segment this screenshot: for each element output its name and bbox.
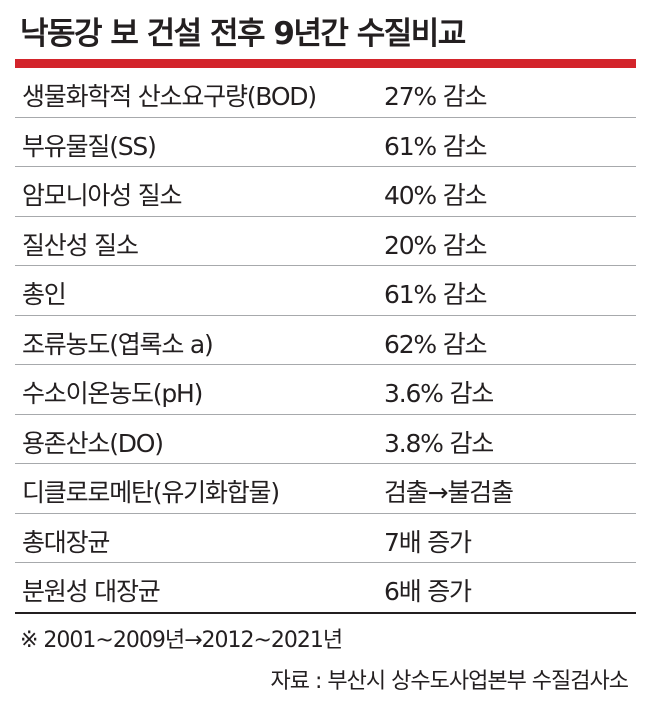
table-row: 총대장균 7배 증가 (15, 514, 636, 563)
table-row: 수소이온농도(pH) 3.6% 감소 (15, 365, 636, 415)
table-row: 총인 61% 감소 (15, 266, 636, 316)
item-cell: 생물화학적 산소요구량(BOD) (22, 82, 317, 111)
change-cell: 27% 감소 (384, 82, 488, 111)
item-cell: 총인 (22, 280, 67, 309)
title-rule (15, 59, 636, 68)
item-cell: 총대장균 (22, 527, 110, 557)
item-cell: 용존산소(DO) (22, 428, 164, 458)
table-row: 암모니아성 질소 40% 감소 (15, 167, 636, 217)
title: 낙동강 보 건설 전후 9년간 수질비교 (20, 16, 466, 52)
change-cell: 7배 증가 (384, 527, 472, 557)
change-cell: 20% 감소 (384, 230, 488, 260)
change-cell: 61% 감소 (384, 131, 488, 161)
item-cell: 부유물질(SS) (22, 131, 157, 161)
item-cell: 질산성 질소 (22, 230, 139, 260)
item-cell: 암모니아성 질소 (22, 181, 183, 210)
change-cell: 40% 감소 (384, 181, 488, 210)
item-cell: 수소이온농도(pH) (22, 379, 203, 408)
change-cell: 3.6% 감소 (384, 379, 494, 408)
change-cell: 검출→불검출 (384, 478, 514, 507)
item-cell: 조류농도(엽록소 a) (22, 329, 214, 359)
change-cell: 61% 감소 (384, 280, 488, 309)
item-cell: 디클로로메탄(유기화합물) (22, 478, 280, 507)
source: 자료 : 부산시 상수도사업본부 수질검사소 (270, 669, 629, 694)
table-row: 질산성 질소 20% 감소 (15, 217, 636, 266)
table-row: 부유물질(SS) 61% 감소 (15, 118, 636, 167)
change-cell: 3.8% 감소 (384, 428, 494, 458)
table-row: 조류농도(엽록소 a) 62% 감소 (15, 316, 636, 365)
table-row: 용존산소(DO) 3.8% 감소 (15, 415, 636, 464)
footnote: ※ 2001~2009년→2012~2021년 (20, 628, 343, 653)
table-row: 생물화학적 산소요구량(BOD) 27% 감소 (15, 68, 636, 118)
change-cell: 62% 감소 (384, 329, 488, 359)
table: 생물화학적 산소요구량(BOD) 27% 감소 부유물질(SS) 61% 감소 암모니아… (15, 68, 636, 614)
change-cell: 6배 증가 (384, 577, 472, 606)
table-row: 분원성 대장균 6배 증가 (15, 563, 636, 612)
item-cell: 분원성 대장균 (22, 577, 161, 606)
table-row: 디클로로메탄(유기화합물) 검출→불검출 (15, 464, 636, 514)
